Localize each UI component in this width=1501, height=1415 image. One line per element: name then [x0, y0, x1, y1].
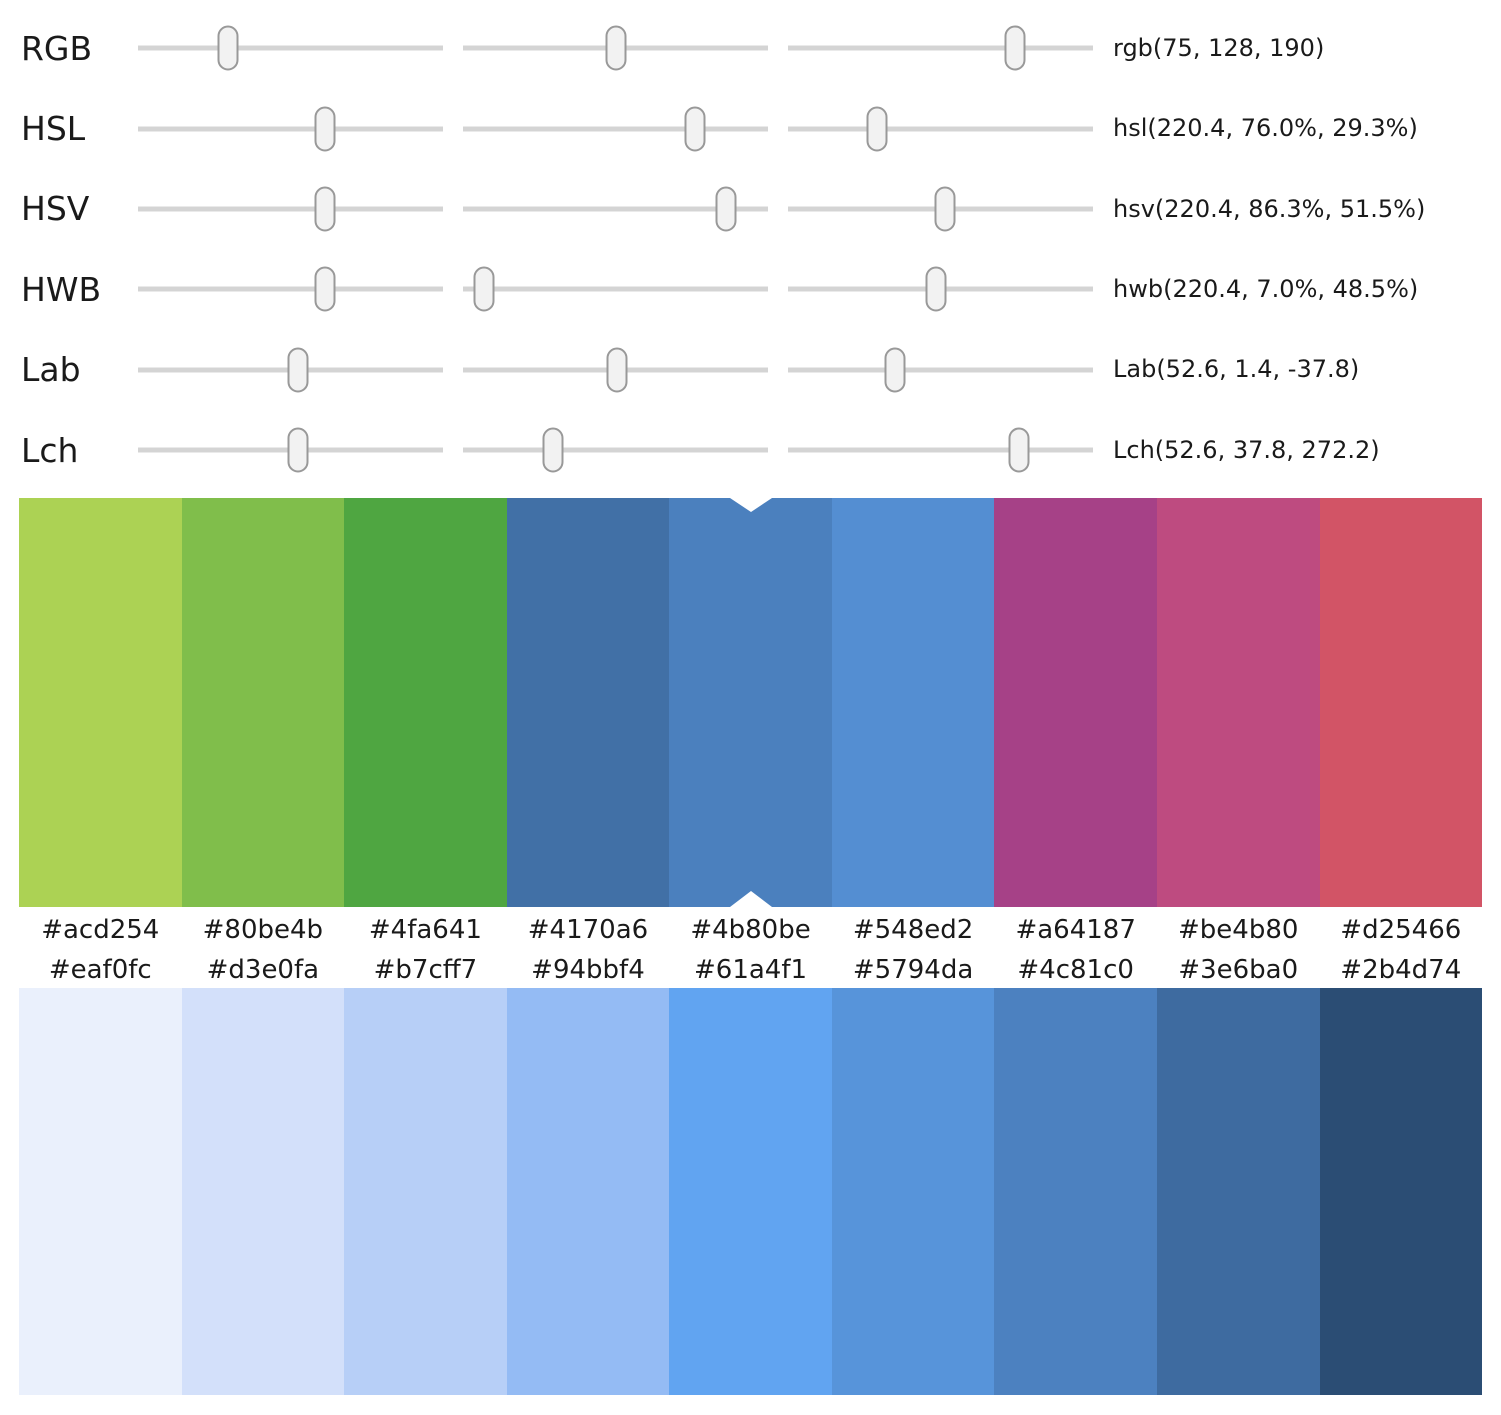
hex-label: #a64187 — [1015, 914, 1136, 945]
hex-label: #eaf0fc — [48, 955, 152, 986]
slider-handle[interactable] — [314, 266, 336, 312]
slider-handle[interactable] — [287, 427, 309, 473]
slider-track[interactable] — [138, 264, 443, 314]
hex-label: #61a4f1 — [694, 955, 808, 986]
slider-row: HWB hwb(220.4, 7.0%, 48.5%) — [0, 249, 1501, 329]
hex-label: #548ed2 — [852, 914, 974, 945]
slider-handle[interactable] — [314, 106, 336, 152]
slider-track[interactable] — [463, 23, 768, 73]
palette-swatch[interactable] — [994, 988, 1157, 1396]
colorspace-label: HSL — [21, 109, 86, 149]
palette-swatch[interactable] — [1319, 988, 1483, 1396]
hex-label: #acd254 — [41, 914, 160, 945]
slider-handle[interactable] — [1008, 427, 1030, 473]
palette-swatch[interactable] — [1156, 498, 1320, 908]
slider-track[interactable] — [138, 184, 443, 234]
palette-swatch[interactable] — [506, 988, 670, 1396]
slider-track[interactable] — [463, 184, 768, 234]
hex-label: #4c81c0 — [1017, 955, 1134, 986]
slider-handle[interactable] — [606, 347, 628, 393]
slider-row: Lab Lab(52.6, 1.4, -37.8) — [0, 330, 1501, 410]
slider-track[interactable] — [788, 104, 1093, 154]
hex-label: #be4b80 — [1178, 914, 1299, 945]
hex-label: #94bbf4 — [531, 955, 645, 986]
hex-label: #80be4b — [202, 914, 324, 945]
slider-track[interactable] — [788, 264, 1093, 314]
palette-swatch[interactable] — [506, 498, 670, 908]
hex-label: #5794da — [852, 955, 974, 986]
color-value-text: rgb(75, 128, 190) — [1113, 33, 1325, 62]
palette-swatch[interactable] — [994, 498, 1157, 908]
slider-handle[interactable] — [314, 186, 336, 232]
slider-handle[interactable] — [934, 186, 956, 232]
slider-row: HSV hsv(220.4, 86.3%, 51.5%) — [0, 169, 1501, 249]
slider-handle[interactable] — [715, 186, 737, 232]
hex-label: #b7cff7 — [373, 955, 478, 986]
colorspace-label: Lch — [21, 430, 79, 470]
slider-handle[interactable] — [1004, 25, 1026, 71]
colorspace-label: Lab — [21, 350, 81, 390]
colorspace-label: RGB — [21, 28, 93, 68]
slider-handle[interactable] — [287, 347, 309, 393]
hue-palette — [19, 498, 1483, 908]
palette-swatch[interactable] — [181, 988, 345, 1396]
slider-track[interactable] — [788, 425, 1093, 475]
slider-track[interactable] — [788, 345, 1093, 395]
palette-swatch[interactable] — [344, 498, 507, 908]
palette-swatch[interactable] — [1319, 498, 1483, 908]
color-value-text: hsl(220.4, 76.0%, 29.3%) — [1113, 114, 1418, 143]
tint-hex-labels: #eaf0fc #d3e0fa #b7cff7 #94bbf4 #61a4f1 #5794… — [19, 952, 1482, 988]
slider-track[interactable] — [138, 425, 443, 475]
slider-handle[interactable] — [684, 106, 706, 152]
colorspace-label: HSV — [21, 189, 90, 229]
slider-handle[interactable] — [542, 427, 564, 473]
palette-swatch[interactable] — [19, 988, 182, 1396]
slider-handle[interactable] — [925, 266, 947, 312]
slider-track[interactable] — [463, 345, 768, 395]
slider-handle[interactable] — [884, 347, 906, 393]
slider-handle[interactable] — [473, 266, 495, 312]
color-value-text: hwb(220.4, 7.0%, 48.5%) — [1113, 274, 1419, 303]
color-value-text: Lch(52.6, 37.8, 272.2) — [1113, 435, 1380, 464]
slider-row: HSL hsl(220.4, 76.0%, 29.3%) — [0, 88, 1501, 168]
slider-track[interactable] — [138, 104, 443, 154]
slider-track[interactable] — [463, 425, 768, 475]
hex-label: #2b4d74 — [1340, 955, 1462, 986]
slider-handle[interactable] — [866, 106, 888, 152]
slider-track[interactable] — [788, 23, 1093, 73]
colorspace-label: HWB — [21, 269, 102, 309]
palette-swatch[interactable] — [19, 498, 182, 908]
palette-swatch[interactable] — [669, 498, 832, 908]
hex-label: #d3e0fa — [206, 955, 320, 986]
palette-swatch[interactable] — [181, 498, 345, 908]
hex-label: #4b80be — [690, 914, 811, 945]
color-value-text: hsv(220.4, 86.3%, 51.5%) — [1113, 194, 1426, 223]
slider-track[interactable] — [788, 184, 1093, 234]
palette-swatch[interactable] — [1156, 988, 1320, 1396]
slider-handle[interactable] — [605, 25, 627, 71]
slider-track[interactable] — [138, 23, 443, 73]
palette-swatch[interactable] — [831, 988, 995, 1396]
palette-swatch[interactable] — [344, 988, 507, 1396]
slider-row: Lch Lch(52.6, 37.8, 272.2) — [0, 410, 1501, 490]
hex-label: #4170a6 — [527, 914, 649, 945]
hex-label: #d25466 — [1340, 914, 1462, 945]
hex-label: #4fa641 — [368, 914, 482, 945]
tint-palette — [19, 988, 1483, 1396]
slider-track[interactable] — [463, 104, 768, 154]
slider-track[interactable] — [463, 264, 768, 314]
slider-track[interactable] — [138, 345, 443, 395]
hue-hex-labels: #acd254 #80be4b #4fa641 #4170a6 #4b80be #548e… — [19, 907, 1482, 952]
slider-panel: RGB rgb(75, 128, 190) HSL hsl(220.4, 76.… — [0, 0, 1501, 490]
color-value-text: Lab(52.6, 1.4, -37.8) — [1113, 355, 1360, 384]
palette-swatch[interactable] — [669, 988, 832, 1396]
slider-handle[interactable] — [217, 25, 239, 71]
hex-label: #3e6ba0 — [1178, 955, 1299, 986]
slider-row: RGB rgb(75, 128, 190) — [0, 8, 1501, 88]
palette-swatch[interactable] — [831, 498, 995, 908]
